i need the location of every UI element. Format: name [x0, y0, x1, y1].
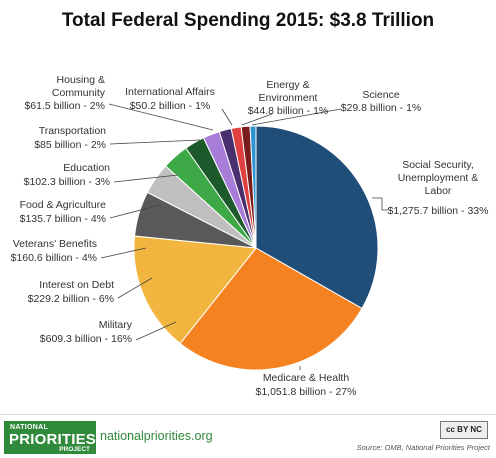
leader-lines	[100, 103, 388, 370]
slice-label: Military $609.3 billion - 16%	[40, 319, 133, 345]
pie-slice	[249, 125, 257, 249]
slice-label: International Affairs $50.2 billion - 1%	[125, 86, 215, 112]
npp-logo[interactable]: NATIONAL PRIORITIES PROJECT	[4, 421, 96, 454]
leader-line	[221, 108, 233, 126]
slice-label: Education $102.3 billion - 3%	[24, 162, 111, 188]
leader-line	[109, 139, 201, 145]
logo-line-1: NATIONAL	[10, 424, 49, 431]
pie-chart: Social Security, Unemployment & Labor $1,27…	[11, 74, 489, 398]
source-note: Source: OMB, National Priorities Project	[356, 443, 490, 452]
leader-line	[135, 321, 177, 341]
pie-slice	[255, 125, 379, 310]
slice-label: Science $29.8 billion - 1%	[341, 89, 422, 114]
slice-label: Food & Agriculture $135.7 billion - 4%	[20, 199, 107, 225]
leader-line	[108, 103, 214, 131]
chart-title: Total Federal Spending 2015: $3.8 Trilli…	[61, 10, 435, 31]
cc-license-icon: cc BY NC	[440, 421, 488, 439]
footer: NATIONAL PRIORITIES PROJECT nationalprio…	[0, 414, 496, 458]
slice-label: Housing & Community $61.5 billion - 2%	[24, 74, 105, 112]
logo-line-3: PROJECT	[59, 446, 90, 453]
pie-slices	[133, 125, 379, 371]
slice-label: Energy & Environment $44.8 billion - 1%	[248, 79, 329, 117]
slice-label: Social Security, Unemployment & Labor $1,27…	[388, 159, 489, 217]
leader-line	[109, 204, 161, 219]
slice-label: Veterans' Benefits $160.6 billion - 4%	[11, 238, 97, 264]
slice-label: Medicare & Health $1,051.8 billion - 27%	[256, 372, 357, 398]
leader-line	[251, 108, 342, 126]
pie-slice	[179, 247, 363, 371]
site-link[interactable]: nationalpriorities.org	[100, 429, 213, 443]
pie-slice	[133, 235, 257, 345]
logo-line-2: PRIORITIES	[9, 431, 97, 448]
slice-labels: Social Security, Unemployment & Labor $1,27…	[11, 74, 489, 398]
leader-line	[241, 113, 273, 126]
leader-line	[113, 174, 179, 183]
slice-label: Interest on Debt $229.2 billion - 6%	[28, 279, 114, 305]
leader-line	[117, 277, 153, 299]
leader-line	[372, 197, 388, 211]
slice-label: Transportation $85 billion - 2%	[34, 125, 106, 151]
leader-line	[100, 247, 147, 259]
